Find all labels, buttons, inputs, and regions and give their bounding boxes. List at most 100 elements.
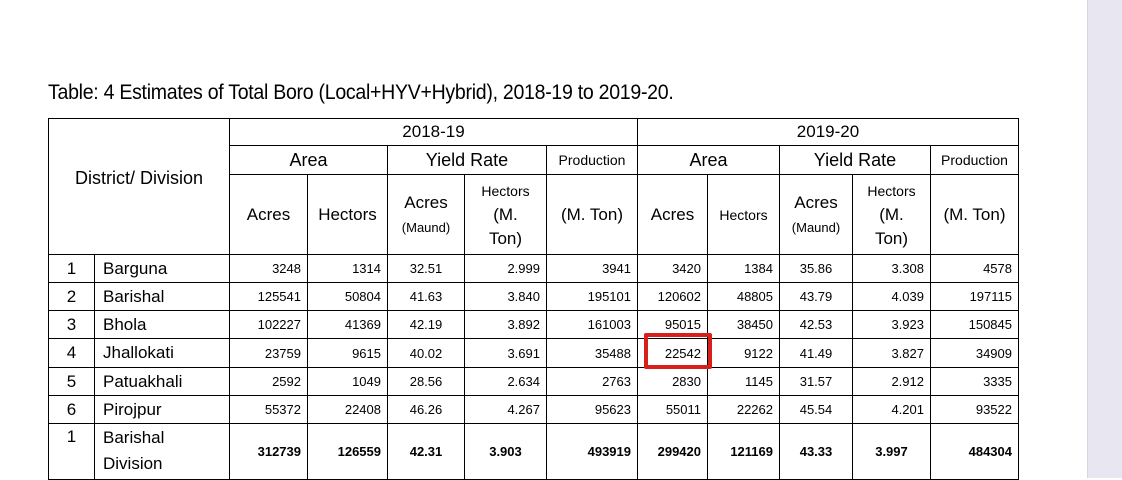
cell-hectors-2018: 41369	[307, 310, 388, 339]
cell-yield-hectors-2019: 4.201	[852, 395, 931, 424]
cell-acres-2018: 23759	[229, 338, 308, 368]
cell-acres-2018: 2592	[229, 367, 308, 396]
cell-production-2019: 484304	[930, 423, 1019, 480]
cell-yield-acres-2019: 43.79	[779, 282, 853, 311]
cell-yield-hectors-2018: 3.840	[464, 282, 547, 311]
yield-hectors-unit-1: (M.	[879, 204, 904, 224]
division-name-line2: Division	[103, 454, 163, 473]
cell-yield-hectors-2019: 3.827	[852, 338, 931, 368]
cell-production-2018: 195101	[546, 282, 638, 311]
cell-production-2018: 3941	[546, 254, 638, 283]
row-number: 3	[48, 310, 95, 339]
cell-yield-acres-2019: 31.57	[779, 367, 853, 396]
yield-hectors-unit-2: Ton)	[874, 228, 909, 248]
production-header-2019: Production	[930, 145, 1019, 175]
area-header-2018: Area	[229, 145, 388, 175]
row-number: 1	[48, 423, 95, 480]
district-name: Barguna	[94, 254, 230, 283]
year-header-2018-19: 2018-19	[229, 118, 638, 146]
cell-hectors-2019: 38450	[707, 310, 780, 339]
cell-yield-acres-2018: 28.56	[387, 367, 465, 396]
cell-yield-hectors-2018: 3.903	[464, 423, 547, 480]
cell-production-2019: 150845	[930, 310, 1019, 339]
division-name-line1: Barishal	[103, 428, 165, 447]
yield-acres-header-2019: Acres (Maund)	[779, 174, 853, 255]
yield-hectors-unit-1: (M.	[493, 204, 518, 224]
cell-yield-acres-2019: 41.49	[779, 338, 853, 368]
district-name: Bhola	[94, 310, 230, 339]
cell-acres-2019-highlighted: 22542	[637, 338, 708, 368]
table-row: 3 Bhola 102227 41369 42.19 3.892 161003 …	[48, 310, 1019, 339]
cell-yield-hectors-2018: 2.999	[464, 254, 547, 283]
right-sidebar-panel	[1088, 0, 1122, 478]
cell-yield-acres-2019: 43.33	[779, 423, 853, 480]
cell-hectors-2018: 126559	[307, 423, 388, 480]
cell-yield-acres-2019: 45.54	[779, 395, 853, 424]
cell-hectors-2018: 50804	[307, 282, 388, 311]
district-name: Pirojpur	[94, 395, 230, 424]
cell-yield-hectors-2018: 3.691	[464, 338, 547, 368]
yield-acres-unit: (Maund)	[401, 219, 451, 235]
highlight-box	[644, 333, 712, 369]
cell-yield-acres-2018: 42.31	[387, 423, 465, 480]
cell-acres-2018: 102227	[229, 310, 308, 339]
cell-production-2019: 4578	[930, 254, 1019, 283]
cell-acres-2019: 2830	[637, 367, 708, 396]
cell-yield-acres-2019: 42.53	[779, 310, 853, 339]
cell-acres-2019: 120602	[637, 282, 708, 311]
cell-production-2019: 197115	[930, 282, 1019, 311]
acres-header-2018: Acres	[229, 174, 308, 255]
cell-yield-acres-2018: 42.19	[387, 310, 465, 339]
cell-yield-acres-2018: 40.02	[387, 338, 465, 368]
table-row: 6 Pirojpur 55372 22408 46.26 4.267 95623…	[48, 395, 1019, 424]
table-row: 1 Barguna 3248 1314 32.51 2.999 3941 342…	[48, 254, 1019, 283]
yield-acres-header-2018: Acres (Maund)	[387, 174, 465, 255]
cell-hectors-2019: 1145	[707, 367, 780, 396]
cell-production-2019: 93522	[930, 395, 1019, 424]
cell-yield-hectors-2019: 3.997	[852, 423, 931, 480]
row-number: 2	[48, 282, 95, 311]
cell-yield-hectors-2019: 3.308	[852, 254, 931, 283]
cell-hectors-2018: 22408	[307, 395, 388, 424]
yield-hectors-label: Hectors	[867, 182, 916, 199]
boro-estimates-table: District/ Division 2018-19 2019-20 Area …	[48, 118, 1019, 480]
row-number: 4	[48, 338, 95, 368]
table-row: 5 Patuakhali 2592 1049 28.56 2.634 2763 …	[48, 367, 1019, 396]
production-header-2018: Production	[546, 145, 638, 175]
cell-yield-hectors-2018: 4.267	[464, 395, 547, 424]
yield-hectors-unit-2: Ton)	[488, 228, 523, 248]
production-unit-header-2018: (M. Ton)	[546, 174, 638, 255]
yield-hectors-header-2018: Hectors (M. Ton)	[464, 174, 547, 255]
yield-hectors-header-2019: Hectors (M. Ton)	[852, 174, 931, 255]
district-name: Patuakhali	[94, 367, 230, 396]
division-name: Barishal Division	[94, 423, 230, 480]
cell-yield-hectors-2018: 2.634	[464, 367, 547, 396]
cell-yield-acres-2018: 41.63	[387, 282, 465, 311]
yield-rate-header-2018: Yield Rate	[387, 145, 547, 175]
cell-yield-hectors-2019: 2.912	[852, 367, 931, 396]
area-header-2019: Area	[637, 145, 780, 175]
cell-yield-hectors-2018: 3.892	[464, 310, 547, 339]
row-number: 6	[48, 395, 95, 424]
district-name: Barishal	[94, 282, 230, 311]
cell-acres-2018: 312739	[229, 423, 308, 480]
sidebar-divider	[1087, 0, 1088, 478]
cell-acres-2018: 125541	[229, 282, 308, 311]
cell-yield-hectors-2019: 3.923	[852, 310, 931, 339]
cell-hectors-2019: 48805	[707, 282, 780, 311]
cell-yield-acres-2019: 35.86	[779, 254, 853, 283]
cell-production-2018: 35488	[546, 338, 638, 368]
table-row: 2 Barishal 125541 50804 41.63 3.840 1951…	[48, 282, 1019, 311]
cell-production-2018: 161003	[546, 310, 638, 339]
row-number: 1	[48, 254, 95, 283]
yield-rate-header-2019: Yield Rate	[779, 145, 931, 175]
yield-acres-unit: (Maund)	[791, 219, 841, 235]
year-header-2019-20: 2019-20	[637, 118, 1019, 146]
yield-hectors-label: Hectors	[481, 182, 530, 199]
district-name: Jhallokati	[94, 338, 230, 368]
yield-acres-label: Acres	[794, 192, 838, 212]
table-title: Table: 4 Estimates of Total Boro (Local+…	[48, 81, 674, 104]
production-unit-header-2019: (M. Ton)	[930, 174, 1019, 255]
yield-acres-label: Acres	[404, 192, 448, 212]
cell-hectors-2018: 9615	[307, 338, 388, 368]
